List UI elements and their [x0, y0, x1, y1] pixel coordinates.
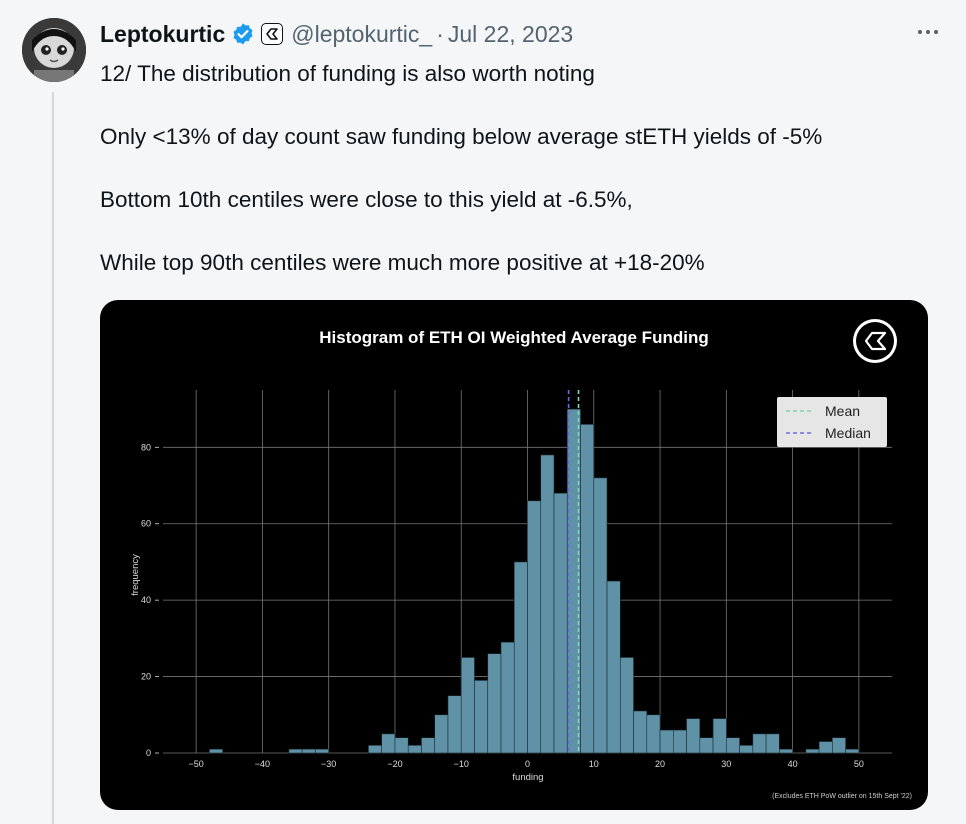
histogram-bar: [726, 737, 740, 754]
more-options-icon[interactable]: [912, 22, 944, 42]
x-tick-label: −10: [454, 759, 469, 769]
histogram-bar: [619, 657, 634, 754]
legend-mean-label: Mean: [825, 403, 860, 419]
histogram-bar: [580, 424, 595, 754]
histogram-chart: Histogram of ETH OI Weighted Average Fun…: [130, 319, 912, 800]
histogram-bar: [407, 745, 422, 754]
histogram-bar: [474, 680, 489, 754]
histogram-bar: [527, 500, 542, 754]
affiliate-logo-icon[interactable]: [261, 23, 284, 45]
y-tick-label: 80: [141, 442, 151, 452]
histogram-bar: [805, 748, 820, 754]
x-tick-label: 50: [854, 759, 864, 769]
display-name[interactable]: Leptokurtic: [100, 20, 226, 47]
x-tick-label: −30: [321, 759, 336, 769]
histogram-bar: [606, 580, 621, 754]
histogram-bar: [434, 714, 449, 754]
y-tick-label: 60: [141, 519, 151, 529]
histogram-bar: [832, 737, 846, 754]
histogram-bar: [765, 733, 780, 754]
avatar[interactable]: [22, 18, 86, 82]
histogram-bar: [447, 695, 462, 754]
legend-median-label: Median: [825, 425, 871, 441]
tweet-text: 12/ The distribution of funding is also …: [100, 58, 940, 278]
verified-badge-icon[interactable]: [231, 22, 255, 46]
x-tick-label: −50: [188, 759, 203, 769]
histogram-bar: [779, 748, 793, 754]
histogram-bar: [712, 718, 727, 754]
histogram-bar: [288, 748, 303, 754]
histogram-bar: [513, 561, 528, 754]
histogram-bar: [394, 737, 409, 754]
x-tick-label: 20: [655, 759, 665, 769]
y-axis-label: frequency: [130, 554, 141, 596]
chart-title: Histogram of ETH OI Weighted Average Fun…: [319, 328, 708, 347]
histogram-bar: [540, 454, 555, 754]
x-tick-label: −40: [255, 759, 270, 769]
brand-logo-icon: [853, 319, 897, 363]
histogram-bar: [368, 745, 383, 754]
x-tick-label: 10: [589, 759, 599, 769]
tweet-media-chart[interactable]: Histogram of ETH OI Weighted Average Fun…: [100, 300, 928, 810]
histogram-bar: [421, 737, 436, 754]
x-tick-label: 30: [721, 759, 731, 769]
histogram-bar: [209, 748, 223, 754]
histogram-bar: [381, 733, 396, 754]
x-axis-label: funding: [512, 772, 543, 783]
thread-connector-line: [52, 92, 54, 824]
histogram-bar: [301, 748, 316, 754]
histogram-bar: [646, 714, 661, 754]
histogram-bar: [699, 737, 714, 754]
histogram-bar: [739, 745, 754, 754]
avatar-image: [22, 18, 86, 82]
tweet-paragraph: Only <13% of day count saw funding below…: [100, 124, 823, 149]
y-tick-label: 40: [141, 595, 151, 605]
tweet-paragraph: Bottom 10th centiles were close to this …: [100, 187, 633, 212]
x-tick-label: 0: [525, 759, 530, 769]
histogram-bar: [500, 641, 515, 754]
x-tick-label: −20: [387, 759, 402, 769]
histogram-bar: [315, 748, 329, 754]
histogram-bar: [633, 710, 648, 754]
tweet-paragraph: 12/ The distribution of funding is also …: [100, 61, 595, 86]
histogram-bar: [593, 477, 608, 754]
histogram-bar: [818, 741, 833, 754]
chart-legend: Mean Median: [777, 397, 887, 447]
histogram-bar: [752, 733, 767, 754]
chart-footnote: (Excludes ETH PoW outlier on 15th Sept '…: [772, 793, 912, 800]
tweet-paragraph: While top 90th centiles were much more p…: [100, 250, 705, 275]
user-handle[interactable]: @leptokurtic_: [291, 20, 433, 47]
histogram-bar: [487, 653, 502, 754]
tweet-header: Leptokurtic @leptokurtic_ · Jul 22, 2023: [100, 20, 946, 48]
histogram-bar: [845, 748, 860, 754]
y-tick-label: 20: [141, 672, 151, 682]
histogram-bar: [686, 718, 701, 754]
histogram-bar: [672, 729, 687, 754]
histogram-bar: [659, 729, 674, 754]
y-tick-label: 0: [146, 748, 151, 758]
x-tick-label: 40: [788, 759, 798, 769]
histogram-bar: [460, 657, 475, 754]
separator-dot: ·: [436, 20, 444, 47]
histogram-bar: [553, 492, 568, 754]
tweet-date[interactable]: Jul 22, 2023: [447, 20, 574, 47]
